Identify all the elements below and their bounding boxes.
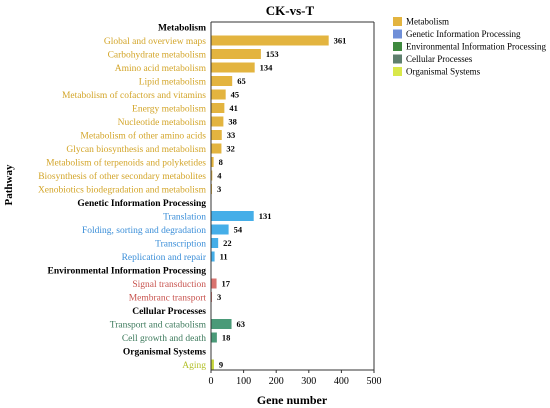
- data-label: 18: [222, 333, 231, 343]
- chart-title: CK-vs-T: [266, 3, 315, 18]
- bar: [211, 143, 222, 154]
- bar: [211, 157, 214, 167]
- x-tick-label: 300: [301, 376, 316, 387]
- category-label: Carbohydrate metabolism: [108, 51, 207, 61]
- legend-label: Environmental Information Processing: [406, 42, 546, 52]
- bar: [211, 62, 255, 73]
- legend-label: Metabolism: [406, 17, 449, 27]
- bar: [211, 49, 261, 59]
- x-tick-label: 400: [334, 376, 349, 387]
- category-label: Signal transduction: [132, 280, 206, 290]
- x-tick-label: 500: [367, 376, 382, 387]
- data-label: 3: [217, 184, 221, 194]
- data-label: 134: [260, 63, 274, 73]
- category-label: Energy metabolism: [132, 105, 207, 115]
- x-tick-label: 200: [269, 376, 284, 387]
- data-label: 9: [219, 360, 223, 370]
- data-label: 3: [217, 292, 221, 302]
- bar: [211, 278, 217, 289]
- bar: [211, 116, 224, 127]
- group-label: Environmental Information Processing: [47, 267, 206, 277]
- legend-swatch: [393, 54, 402, 64]
- category-label: Aging: [182, 361, 206, 371]
- legend-swatch: [393, 42, 402, 51]
- data-label: 4: [217, 171, 222, 181]
- data-label: 45: [231, 90, 240, 100]
- bar: [211, 76, 233, 86]
- data-label: 8: [219, 157, 223, 167]
- category-label: Biosynthesis of other secondary metaboli…: [38, 171, 206, 182]
- bar: [211, 238, 219, 248]
- data-label: 38: [228, 117, 237, 127]
- data-label: 22: [223, 238, 232, 248]
- category-label: Membranc transport: [129, 294, 207, 304]
- category-label: Glycan biosynthesis and metabolism: [66, 145, 206, 155]
- bar: [211, 103, 225, 113]
- group-label: Organismal Systems: [123, 348, 206, 358]
- legend: Metabolism Genetic Information Processing…: [393, 17, 546, 77]
- plot-area: Metabolism Global and overview maps 361 Car…: [38, 21, 382, 387]
- legend-label: Cellular Processes: [406, 54, 473, 64]
- data-label: 361: [334, 36, 347, 46]
- category-label: Transport and catabolism: [110, 321, 207, 331]
- category-label: Amino acid metabolism: [115, 64, 207, 74]
- group-label: Genetic Information Processing: [77, 199, 206, 209]
- bar: [211, 319, 232, 329]
- data-label: 131: [259, 211, 272, 221]
- category-label: Transcription: [155, 240, 206, 250]
- legend-swatch: [393, 17, 402, 26]
- data-label: 32: [226, 144, 235, 154]
- data-label: 54: [234, 225, 243, 235]
- category-label: Metabolism of terpenoids and polyketides: [46, 158, 206, 169]
- bar: [211, 224, 229, 235]
- data-label: 11: [220, 252, 228, 262]
- bar: [211, 130, 222, 140]
- data-label: 63: [237, 319, 246, 329]
- data-label: 33: [227, 130, 236, 140]
- bar: [211, 170, 213, 181]
- category-label: Cell growth and death: [122, 334, 206, 344]
- bar: [211, 359, 214, 370]
- x-tick-label: 0: [209, 376, 214, 387]
- x-tick-label: 100: [236, 376, 251, 387]
- legend-swatch: [393, 67, 402, 76]
- category-label: Folding, sorting and degradation: [82, 226, 206, 236]
- category-label: Lipid metabolism: [139, 78, 207, 88]
- category-label: Replication and repair: [122, 253, 207, 263]
- bar: [211, 332, 217, 343]
- category-label: Translation: [163, 213, 206, 223]
- legend-label: Genetic Information Processing: [406, 29, 521, 39]
- y-axis-label: Pathway: [3, 164, 15, 205]
- data-label: 41: [229, 103, 238, 113]
- group-label: Cellular Processes: [132, 307, 206, 317]
- category-label: Global and overview maps: [104, 37, 206, 47]
- data-label: 65: [237, 76, 246, 86]
- data-label: 153: [266, 49, 279, 59]
- legend-swatch: [393, 29, 402, 39]
- x-axis-label: Gene number: [257, 393, 328, 407]
- legend-label: Organismal Systems: [406, 67, 481, 77]
- category-label: Nucleotide metabolism: [118, 118, 207, 128]
- bar: [211, 89, 226, 100]
- category-label: Metabolism of other amino acids: [80, 131, 206, 142]
- bar: [211, 251, 215, 262]
- group-label: Metabolism: [158, 24, 206, 34]
- category-label: Metabolism of cofactors and vitamins: [62, 90, 206, 101]
- bar: [211, 35, 329, 46]
- category-label: Xenobiotics biodegradation and metabolis…: [38, 186, 207, 196]
- bar: [211, 211, 254, 221]
- data-label: 17: [222, 279, 231, 289]
